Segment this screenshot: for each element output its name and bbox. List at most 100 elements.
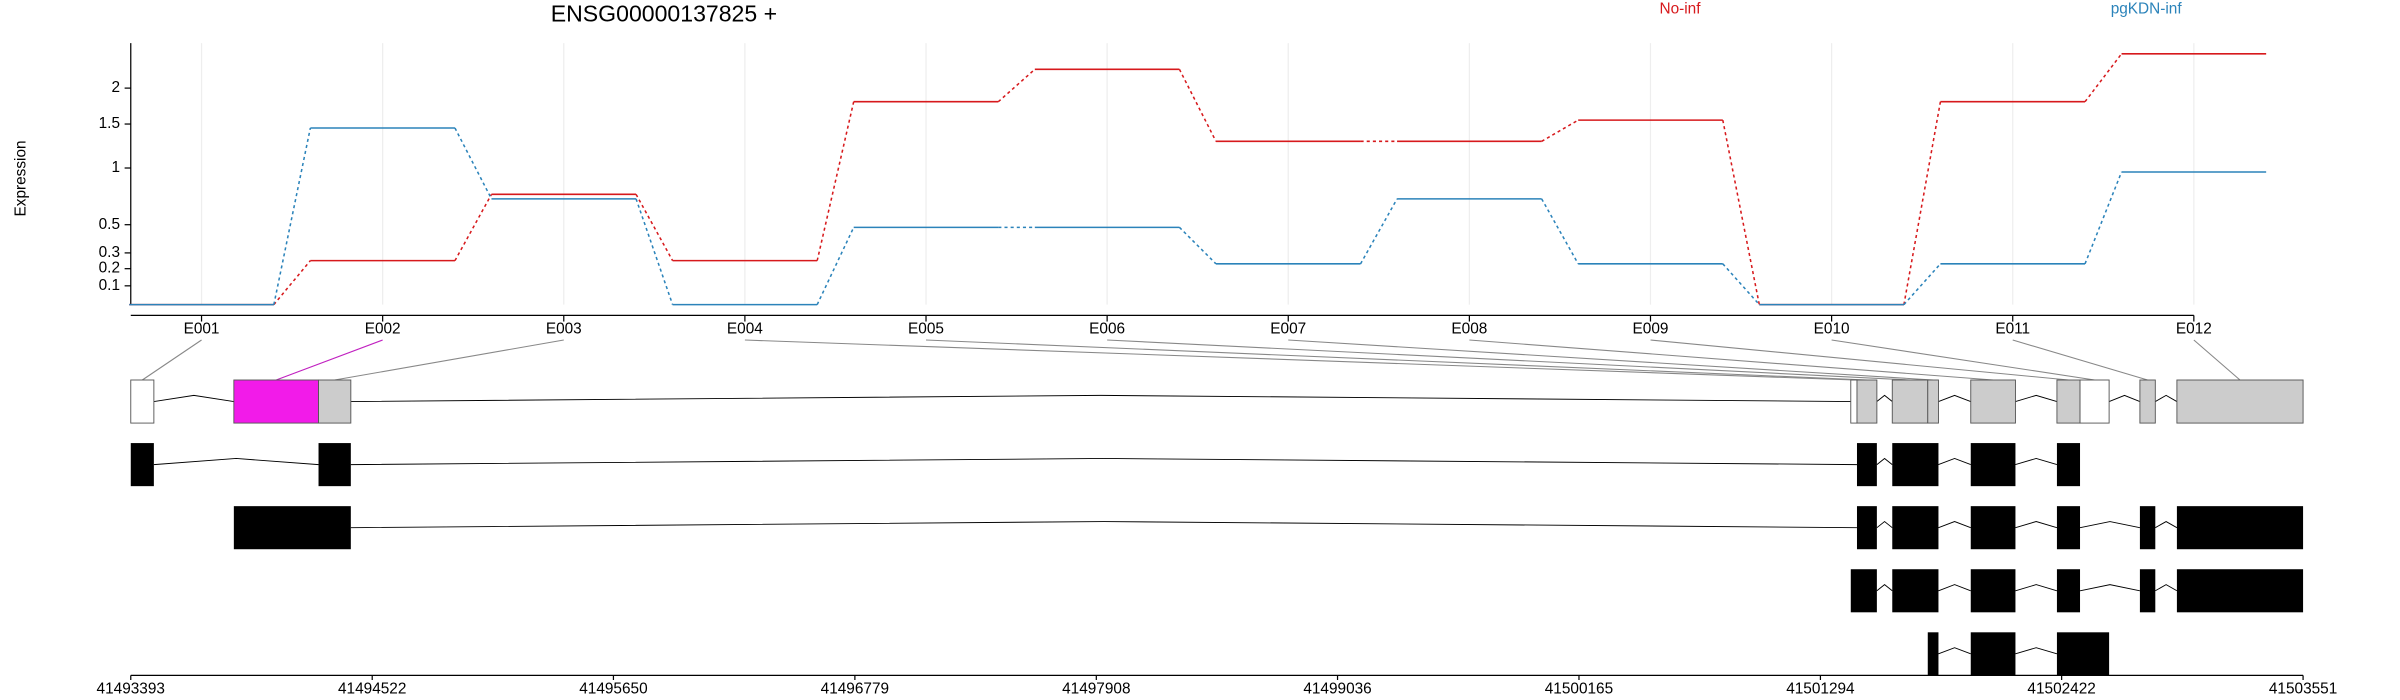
x-tick-label: E011 <box>1995 320 2030 337</box>
x-tick-label: E003 <box>546 320 582 337</box>
transcript-exon <box>2056 443 2081 487</box>
exon-link <box>2012 339 2148 381</box>
exon-link <box>744 339 1854 381</box>
exon-link <box>925 339 1867 381</box>
genomic-tick-label: 41493393 <box>97 680 165 697</box>
line-connector <box>454 193 493 262</box>
x-tick-label: E006 <box>1089 320 1125 337</box>
transcript-intron <box>1938 584 1971 592</box>
line-connector <box>1722 263 1760 306</box>
transcript-exon <box>1970 632 2016 676</box>
transcript-exon <box>2176 506 2304 550</box>
exon-link <box>275 339 383 381</box>
genomic-tick-label: 41500165 <box>1545 680 1613 697</box>
line-connector <box>273 260 311 306</box>
x-tick-label: E004 <box>727 320 763 337</box>
genomic-tick-label: 41497908 <box>1062 680 1130 697</box>
genomic-tick-label: 41502422 <box>2027 680 2095 697</box>
exon <box>2176 379 2304 424</box>
exon-link <box>2193 339 2241 381</box>
line-connector <box>635 193 674 262</box>
line-connector <box>1903 101 1942 305</box>
exon <box>130 379 155 424</box>
genomic-tick-label: 41494522 <box>338 680 406 697</box>
transcript-intron <box>2015 584 2058 592</box>
transcript-intron <box>1876 584 1893 592</box>
intron <box>2155 394 2178 402</box>
transcript-exon <box>1892 569 1939 613</box>
line-connector <box>1178 68 1217 142</box>
y-tick-label: 1 <box>111 159 120 176</box>
transcript-intron <box>350 457 1857 466</box>
genomic-tick-label: 41501294 <box>1786 680 1855 697</box>
genomic-tick-label: 41495650 <box>579 680 647 697</box>
exon <box>1856 379 1878 424</box>
transcript-intron <box>153 457 319 466</box>
transcript-exon <box>1970 506 2016 550</box>
exon-link <box>1469 339 1994 381</box>
line-connector <box>2084 53 2123 103</box>
transcript-exon <box>2176 569 2304 613</box>
transcript-exon <box>1970 569 2016 613</box>
transcript-intron <box>2079 521 2141 529</box>
transcript-intron <box>2079 584 2141 592</box>
transcript-exon <box>1856 506 1877 550</box>
transcript-intron <box>1938 521 1971 529</box>
line-connector <box>1541 119 1579 142</box>
transcript-intron <box>2015 457 2058 466</box>
y-tick-label: 1.5 <box>99 115 120 132</box>
line-connector <box>816 227 855 305</box>
transcript-intron <box>2015 647 2058 655</box>
transcript-exon <box>2056 569 2081 613</box>
transcript-exon <box>318 443 351 487</box>
transcript-exon <box>2139 506 2156 550</box>
line-connector <box>1359 198 1398 265</box>
exon-link <box>1831 339 2095 381</box>
exon <box>2079 379 2110 424</box>
x-tick-label: E007 <box>1270 320 1306 337</box>
exon-link <box>142 339 202 381</box>
line-connector <box>273 127 312 305</box>
transcript-intron <box>2155 584 2178 592</box>
legend-entry: pgKDN-inf <box>2111 0 2183 17</box>
transcript-exon <box>130 443 154 487</box>
exon <box>318 379 352 424</box>
transcript-intron <box>350 521 1857 529</box>
transcript-intron <box>2015 521 2058 529</box>
x-tick-label: E012 <box>2176 320 2212 337</box>
transcript-exon <box>2139 569 2156 613</box>
exon <box>2139 379 2156 424</box>
transcript-exon <box>1850 569 1877 613</box>
transcript-exon <box>233 506 351 550</box>
x-tick-label: E005 <box>908 320 944 337</box>
line-connector <box>1722 119 1761 305</box>
exon-link <box>334 339 564 381</box>
genomic-tick-label: 41503551 <box>2269 680 2337 697</box>
intron <box>1876 394 1893 402</box>
line-connector <box>635 198 674 305</box>
y-tick-label: 0.2 <box>99 260 120 277</box>
exon <box>1850 379 1858 424</box>
genomic-tick-label: 41499036 <box>1303 680 1371 697</box>
genomic-tick-label: 41496779 <box>821 680 889 697</box>
intron <box>2108 394 2141 402</box>
x-tick-label: E001 <box>184 320 220 337</box>
x-tick-label: E008 <box>1451 320 1487 337</box>
line-connector <box>997 68 1036 103</box>
exon-link <box>1650 339 2069 381</box>
transcript-intron <box>2155 521 2178 529</box>
intron <box>2015 394 2058 402</box>
exon <box>2056 379 2081 424</box>
y-tick-label: 2 <box>111 79 120 96</box>
exon <box>233 379 319 424</box>
line-connector <box>1541 198 1579 265</box>
intron <box>350 394 1851 402</box>
x-tick-label: E010 <box>1814 320 1850 337</box>
line-connector <box>1903 263 1941 306</box>
y-axis-label: Expression <box>13 140 30 216</box>
line-connector <box>816 101 855 261</box>
transcript-exon <box>1970 443 2016 487</box>
x-tick-label: E009 <box>1633 320 1669 337</box>
